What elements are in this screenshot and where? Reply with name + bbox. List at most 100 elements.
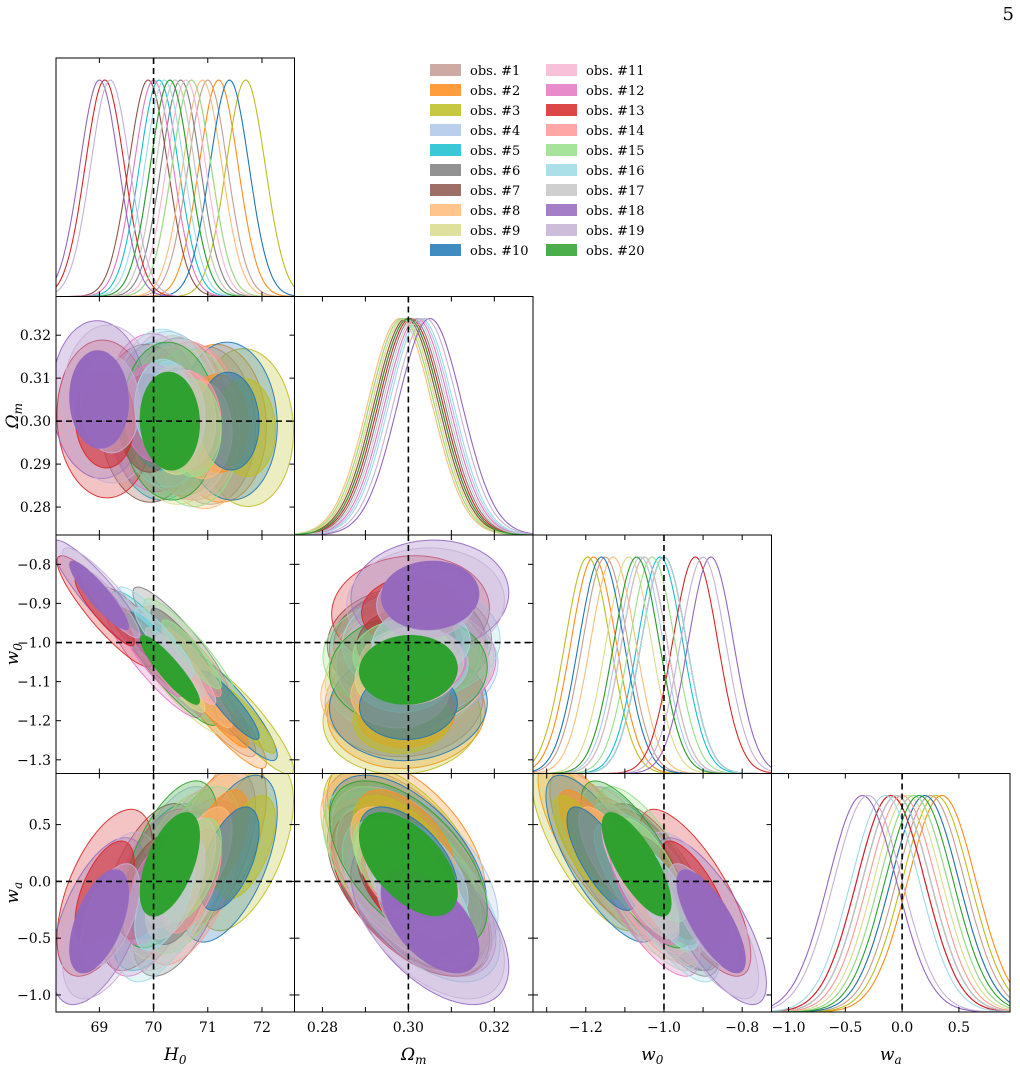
panel-Om-w0 [294,535,533,774]
legend-label: obs. #7 [470,184,520,199]
tick-label-H0: 71 [199,1020,217,1036]
series-curve-obs19 [294,317,533,535]
contours [56,320,295,510]
tick-label-Om: 0.28 [307,1020,338,1036]
series-curve-obs10 [771,794,1010,1012]
legend-label: obs. #15 [586,144,645,159]
tick-label-Om: 0.32 [20,328,51,344]
legend-swatch [546,84,577,96]
diag-panel-Om [294,296,533,535]
series-curve-obs13 [533,556,772,774]
tick-label-Om: 0.30 [20,414,51,430]
legend-swatch [546,144,577,156]
series-curve-obs15 [294,317,533,535]
series-curve-obs17 [771,794,1010,1012]
tick-label-wa: 0.5 [29,818,51,834]
legend-label: obs. #20 [586,244,645,259]
legend-label: obs. #18 [586,204,645,219]
legend-label: obs. #1 [470,64,520,79]
tick-label-wa: −1.0 [17,988,51,1004]
series-curve-obs18 [294,317,533,535]
series-curve-obs19 [56,79,295,297]
tick-label-Om: 0.31 [20,371,51,387]
legend-swatch [546,124,577,136]
axis-label-sub: a [894,1053,901,1064]
legend-label: obs. #8 [470,204,520,219]
legend-label: obs. #16 [586,164,645,179]
tick-label-w0: −0.9 [17,596,51,612]
tick-label-Om: 0.30 [393,1020,424,1036]
tick-label-H0: 72 [253,1020,271,1036]
tick-label-w0: −0.8 [725,1020,759,1036]
diag-curves [771,794,1010,1012]
series-curve-obs14 [294,317,533,535]
series-curve-obs3 [533,556,772,774]
panel-H0-w0 [56,535,295,774]
legend-swatch [430,204,461,216]
legend-swatch [430,144,461,156]
axis-label-wa: wa [3,882,25,904]
panel-H0-Om [56,296,295,535]
series-curve-obs12 [294,317,533,535]
contours [56,539,295,774]
legend-swatch [430,224,461,236]
contour-highlight-obs18 [69,869,129,973]
series-curve-obs10 [294,317,533,535]
series-curve-obs6 [294,317,533,535]
series-curve-obs13 [771,794,1010,1012]
series-curve-obs1 [56,79,295,297]
series-curve-obs16 [56,79,295,297]
legend-label: obs. #5 [470,144,520,159]
legend-label: obs. #10 [470,244,529,259]
series-curve-obs14 [771,794,1010,1012]
legend-label: obs. #6 [470,164,520,179]
series-curve-obs5 [294,317,533,535]
legend-swatch [430,84,461,96]
diag-curves [56,79,295,297]
axis-label-w0: w0 [641,1045,664,1064]
legend-swatch [430,184,461,196]
series-curve-obs20 [294,317,533,535]
series-curve-obs9 [771,794,1010,1012]
legend-swatch [546,244,577,256]
legend-label: obs. #9 [470,224,520,239]
axis-label-sub: m [415,1053,426,1064]
legend-swatch [430,64,461,76]
tick-label-w0: −1.2 [17,714,51,730]
series-curve-obs1 [533,556,772,774]
series-curve-obs19 [533,556,772,774]
legend-label: obs. #3 [470,104,520,119]
legend-label: obs. #17 [586,184,645,199]
series-curve-obs1 [294,318,533,535]
series-curve-obs8 [294,317,533,535]
legend-swatch [546,184,577,196]
diag-panel-H0 [56,58,295,297]
axis-label-Om: Ωm [3,403,25,430]
tick-label-Om: 0.29 [20,457,51,473]
tick-label-Om: 0.32 [479,1020,510,1036]
tick-label-wa: 0.0 [891,1020,913,1036]
legend-label: obs. #2 [470,84,520,99]
tick-label-wa: −1.0 [772,1020,806,1036]
tick-label-w0: −0.8 [17,557,51,573]
tick-label-H0: 70 [145,1020,163,1036]
panel-H0-wa [56,773,295,1012]
tick-label-wa: −0.5 [17,931,51,947]
axis-label-sub: 0 [656,1053,664,1064]
series-curve-obs8 [533,556,772,774]
contour-1sigma-obs15 [161,619,222,690]
series-curve-obs2 [56,79,295,297]
series-curve-obs9 [533,556,772,774]
series-curve-obs13 [294,317,533,535]
legend-swatch [430,104,461,116]
series-curve-obs11 [294,317,533,535]
legend: obs. #1 obs. #2 obs. #3 obs. #4 obs. #5 obs. … [430,64,645,259]
series-curve-obs9 [294,318,533,535]
series-curve-obs20 [771,794,1010,1012]
tick-label-wa: 0.5 [948,1020,970,1036]
diag-panel-wa [771,773,1010,1012]
contours [320,539,510,774]
tick-label-w0: −1.3 [17,753,51,769]
series-curve-obs18 [533,556,772,774]
